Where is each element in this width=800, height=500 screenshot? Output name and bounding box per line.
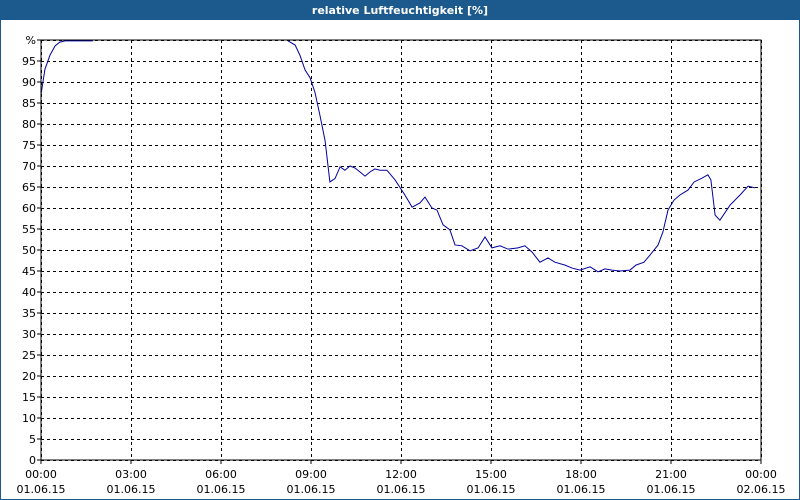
y-tick-label: 75	[22, 139, 36, 152]
x-tick-date: 01.06.15	[17, 483, 66, 496]
x-tick-label: 09:00	[295, 468, 327, 481]
y-tick-label: 60	[22, 202, 36, 215]
y-tick-label: 0	[29, 454, 36, 467]
x-tick-label: 18:00	[565, 468, 597, 481]
x-tick-label: 12:00	[385, 468, 417, 481]
y-tick-label: 55	[22, 223, 36, 236]
y-tick-label: 50	[22, 244, 36, 257]
y-tick-label: 70	[22, 160, 36, 173]
x-tick-label: 21:00	[655, 468, 687, 481]
x-tick-date: 02.06.15	[737, 483, 786, 496]
title-bar	[0, 0, 800, 20]
y-tick-label: 45	[22, 265, 36, 278]
x-tick-date: 01.06.15	[557, 483, 606, 496]
x-tick-date: 01.06.15	[647, 483, 696, 496]
y-tick-label: 65	[22, 181, 36, 194]
x-tick-date: 01.06.15	[467, 483, 516, 496]
x-tick-label: 00:00	[25, 468, 57, 481]
y-tick-label: 20	[22, 370, 36, 383]
x-tick-date: 01.06.15	[287, 483, 336, 496]
y-tick-label: 40	[22, 286, 36, 299]
x-tick-date: 01.06.15	[377, 483, 426, 496]
y-tick-label: 80	[22, 118, 36, 131]
x-tick-date: 01.06.15	[107, 483, 156, 496]
data-line	[40, 40, 756, 273]
y-tick-label: 30	[22, 328, 36, 341]
x-tick-label: 15:00	[475, 468, 507, 481]
y-tick-label: 90	[22, 76, 36, 89]
y-tick-label: 35	[22, 307, 36, 320]
x-tick-label: 03:00	[115, 468, 147, 481]
y-tick-label: 25	[22, 349, 36, 362]
y-tick-label: 5	[29, 433, 36, 446]
x-tick-label: 06:00	[205, 468, 237, 481]
y-tick-label: 10	[22, 412, 36, 425]
y-tick-label: %	[26, 34, 36, 47]
chart-title: relative Luftfeuchtigkeit [%]	[312, 4, 488, 17]
y-tick-label: 85	[22, 97, 36, 110]
y-tick-label: 15	[22, 391, 36, 404]
y-tick-label: 95	[22, 55, 36, 68]
x-tick-date: 01.06.15	[197, 483, 246, 496]
x-tick-label: 00:00	[745, 468, 777, 481]
